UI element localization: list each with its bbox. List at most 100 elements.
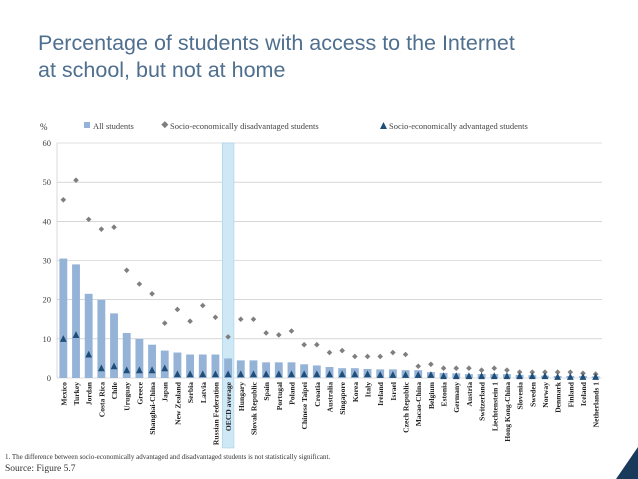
advantaged-marker bbox=[97, 364, 105, 372]
disadvantaged-marker bbox=[516, 369, 523, 375]
x-tick-label: Spain bbox=[262, 381, 271, 400]
x-tick-label: Latvia bbox=[199, 382, 208, 403]
y-tick-label: 0 bbox=[47, 373, 51, 383]
advantaged-marker bbox=[300, 370, 308, 378]
bar bbox=[110, 313, 118, 378]
highlight-band bbox=[222, 142, 235, 449]
advantaged-marker bbox=[490, 372, 498, 380]
x-tick-label: Macao-China bbox=[414, 382, 423, 426]
advantaged-marker bbox=[554, 373, 562, 380]
disadvantaged-marker bbox=[288, 328, 295, 334]
legend-label: All students bbox=[93, 121, 134, 131]
y-tick-label: 20 bbox=[43, 295, 52, 305]
legend-swatch-all bbox=[84, 122, 90, 128]
disadvantaged-marker bbox=[149, 290, 155, 297]
x-tick-label: Turkey bbox=[72, 382, 81, 406]
bar bbox=[84, 293, 93, 378]
y-tick-label: 60 bbox=[43, 138, 52, 148]
disadvantaged-marker bbox=[225, 334, 231, 340]
x-tick-label: Mexico bbox=[59, 382, 68, 406]
advantaged-marker bbox=[592, 373, 600, 380]
legend-swatch-disadvantaged bbox=[161, 121, 169, 129]
advantaged-marker bbox=[148, 366, 156, 374]
legend-label: Socio-economically disadvantaged student… bbox=[170, 121, 319, 131]
x-tick-label: Slovak Republic bbox=[249, 381, 258, 435]
x-tick-label: Germany bbox=[452, 382, 461, 413]
disadvantaged-marker bbox=[339, 347, 345, 354]
advantaged-marker bbox=[186, 370, 194, 378]
bar bbox=[287, 362, 296, 378]
bar bbox=[72, 264, 80, 378]
source-note: Source: Figure 5.7 bbox=[5, 464, 76, 474]
disadvantaged-marker bbox=[364, 353, 371, 360]
advantaged-marker bbox=[465, 372, 473, 380]
x-tick-label: Liechtenstein 1 bbox=[490, 382, 499, 431]
x-tick-label: Ireland bbox=[376, 381, 385, 406]
disadvantaged-marker bbox=[377, 353, 383, 360]
y-tick-label: 40 bbox=[43, 216, 52, 226]
bar bbox=[211, 354, 220, 378]
disadvantaged-marker bbox=[402, 351, 409, 358]
disadvantaged-marker bbox=[554, 369, 561, 375]
disadvantaged-marker bbox=[326, 349, 333, 356]
advantaged-marker bbox=[528, 372, 536, 380]
x-tick-label: Italy bbox=[364, 382, 373, 397]
disadvantaged-marker bbox=[263, 330, 269, 336]
advantaged-markers bbox=[59, 331, 600, 380]
bar bbox=[173, 352, 182, 378]
gridlines bbox=[56, 142, 602, 379]
advantaged-marker bbox=[174, 370, 181, 378]
x-tick-label: Singapore bbox=[338, 381, 347, 414]
advantaged-marker bbox=[224, 370, 232, 378]
advantaged-marker bbox=[566, 373, 574, 380]
advantaged-marker bbox=[59, 335, 67, 342]
x-tick-label: New Zealand bbox=[173, 381, 182, 425]
disadvantaged-marker bbox=[504, 367, 510, 373]
x-tick-label: Chile bbox=[110, 381, 119, 399]
x-tick-label: Czech Republic bbox=[402, 381, 411, 432]
x-tick-label: Austria bbox=[465, 382, 474, 407]
disadvantaged-marker bbox=[199, 302, 206, 309]
advantaged-marker bbox=[275, 370, 283, 378]
disadvantaged-marker bbox=[542, 369, 548, 375]
disadvantaged-marker bbox=[174, 306, 181, 313]
x-tick-label: Russian Federation bbox=[211, 381, 220, 445]
advantaged-marker bbox=[110, 362, 118, 370]
y-tick-label: 30 bbox=[43, 256, 52, 266]
disadvantaged-marker bbox=[111, 224, 117, 231]
disadvantaged-marker bbox=[453, 365, 460, 372]
advantaged-marker bbox=[440, 372, 447, 380]
x-tick-label: Croatia bbox=[313, 382, 322, 407]
advantaged-marker bbox=[427, 371, 435, 378]
y-tick-label: 10 bbox=[43, 334, 52, 344]
advantaged-marker bbox=[402, 371, 409, 378]
advantaged-marker bbox=[478, 372, 485, 380]
bar bbox=[148, 344, 156, 378]
advantaged-marker bbox=[376, 371, 384, 378]
disadvantaged-marker bbox=[237, 316, 244, 323]
disadvantaged-marker bbox=[352, 353, 358, 360]
y-ticks: 0 10 20 30 40 50 60 bbox=[43, 138, 52, 383]
x-tick-label: Netherlands 1 bbox=[592, 382, 601, 428]
advantaged-marker bbox=[212, 370, 219, 378]
disadvantaged-marker bbox=[98, 226, 105, 232]
advantaged-marker bbox=[414, 371, 422, 378]
accent-bar bbox=[0, 0, 8, 88]
legend-label: Socio-economically advantaged students bbox=[389, 121, 528, 131]
legend-swatch-advantaged bbox=[380, 122, 387, 129]
advantaged-marker bbox=[262, 370, 270, 378]
disadvantaged-marker bbox=[466, 365, 472, 372]
advantaged-marker bbox=[313, 370, 321, 378]
disadvantaged-marker bbox=[529, 369, 536, 375]
highlight-band-oecd bbox=[222, 142, 235, 449]
advantaged-marker bbox=[503, 372, 511, 380]
advantaged-marker bbox=[541, 372, 549, 380]
advantaged-marker bbox=[389, 371, 397, 378]
slide-title: Percentage of students with access to th… bbox=[38, 30, 618, 84]
x-tick-label: Iceland bbox=[579, 381, 588, 406]
x-tick-label: Hungary bbox=[237, 382, 246, 411]
disadvantaged-marker bbox=[301, 341, 307, 348]
x-tick-label: Switzerland bbox=[478, 381, 487, 421]
bar bbox=[97, 299, 106, 378]
bar bbox=[198, 354, 207, 378]
